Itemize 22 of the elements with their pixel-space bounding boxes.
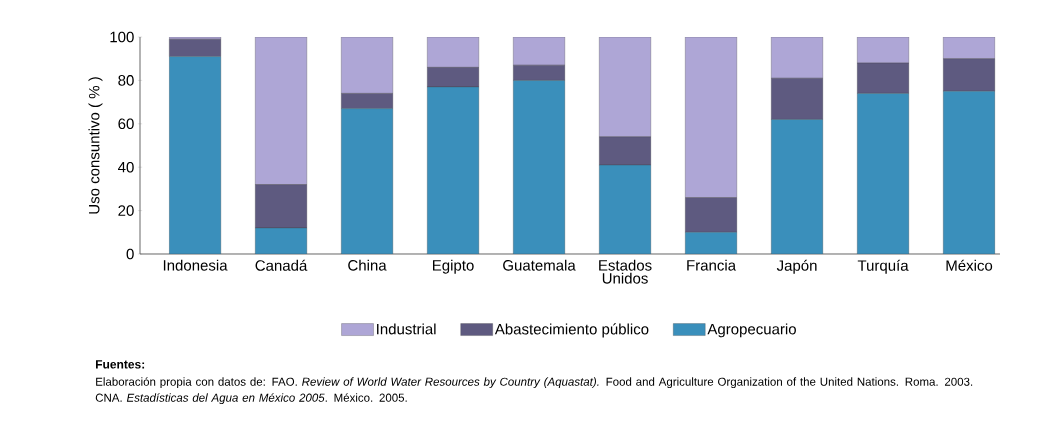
x-tick-label: México [946, 259, 993, 271]
x-tick-label: Estados Unidos [599, 259, 652, 284]
y-tick-label: 80 [118, 75, 134, 86]
x-tick-label: Japón [776, 259, 817, 274]
x-tick-label: China [348, 259, 387, 271]
x-tick-label: Canadá [255, 259, 308, 271]
y-tick-label: 60 [118, 118, 134, 130]
legend-label: Abastecimiento público [494, 323, 649, 338]
y-axis-title: Uso consuntivo ( % ) [88, 77, 103, 214]
y-tick-label: 0 [126, 248, 134, 260]
source-note: Fuentes: [96, 360, 145, 369]
x-tick-label: Guatemala [503, 259, 576, 271]
y-tick-label: 100 [110, 31, 134, 43]
x-tick-label: Egipto [433, 259, 474, 274]
legend-label: Industrial [377, 323, 436, 335]
legend-label: Agropecuario [707, 323, 796, 338]
y-tick-label: 20 [118, 205, 134, 216]
x-tick-label: Francia [687, 259, 737, 271]
x-tick-label: Indonesia [163, 259, 228, 271]
text: Elaboración propia con datos de: FAO. Review of World Water Resources by Country (Aquastat). Food and Agriculture Organization of the United Nations. Roma. 2003. CNA. Estadísticas del Agua en México 2005. México. 2005. [95, 377, 973, 405]
x-tick-label: Turquía [857, 259, 909, 274]
y-tick-label: 40 [118, 161, 134, 173]
